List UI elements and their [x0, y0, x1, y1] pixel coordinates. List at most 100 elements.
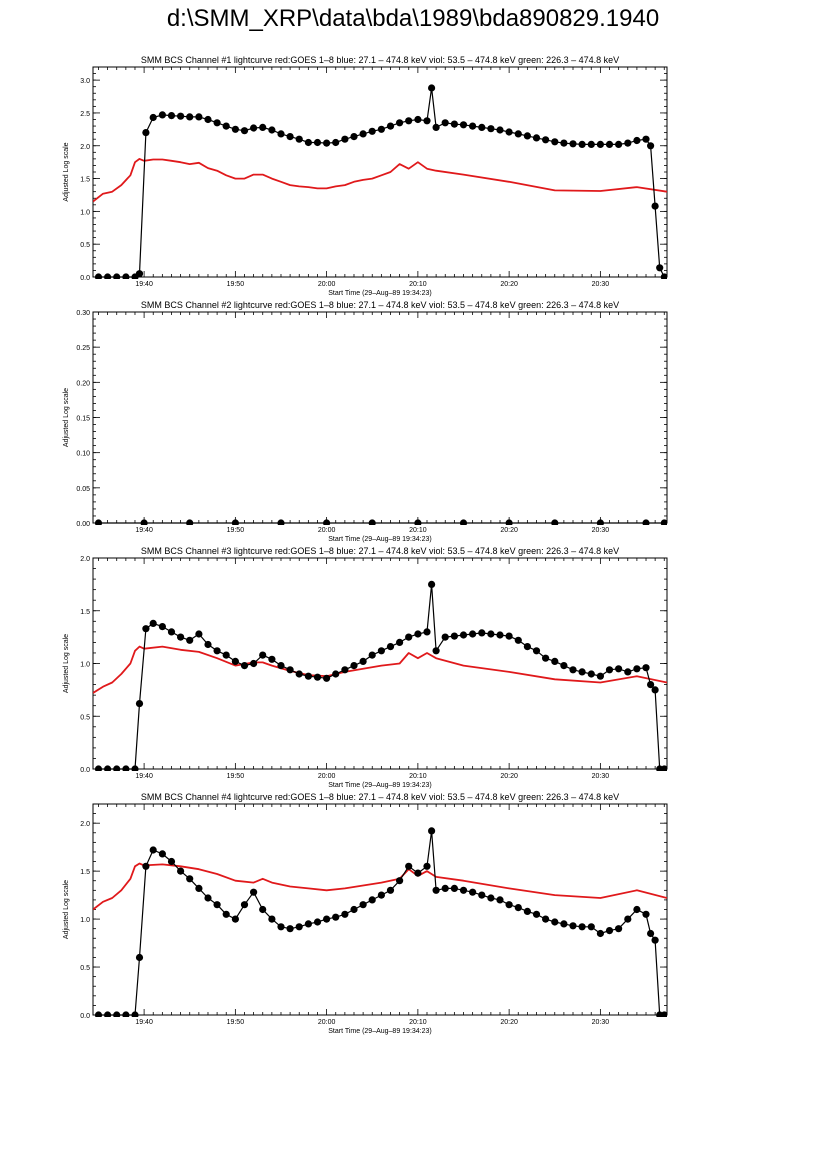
data-point — [633, 665, 641, 673]
data-point — [250, 888, 258, 896]
data-point — [405, 633, 413, 641]
y-tick-label: 0.5 — [80, 965, 90, 972]
data-point — [195, 630, 203, 638]
data-point — [104, 765, 112, 771]
data-point — [660, 1011, 667, 1017]
y-axis-label: Adjusted Log scale — [63, 880, 70, 939]
x-tick-label: 20:30 — [592, 527, 610, 534]
data-point — [167, 628, 176, 636]
x-tick-label: 19:50 — [227, 1019, 245, 1026]
y-tick-label: 0.20 — [76, 380, 90, 387]
data-point — [286, 666, 294, 674]
x-axis-label: Start Time (29–Aug–89 19:34:23) — [328, 1028, 432, 1035]
data-point — [350, 133, 358, 141]
data-point — [213, 647, 221, 655]
data-point — [259, 905, 267, 914]
data-point — [359, 130, 367, 138]
data-point — [158, 850, 166, 858]
data-point — [542, 654, 550, 662]
data-point — [487, 125, 495, 133]
data-point — [578, 923, 586, 931]
x-tick-label: 19:50 — [227, 527, 245, 534]
data-point — [277, 130, 285, 138]
x-tick-label: 20:10 — [409, 527, 427, 534]
y-tick-label: 1.5 — [80, 177, 90, 184]
data-point — [131, 1011, 139, 1017]
x-tick-label: 19:40 — [135, 281, 153, 288]
data-point — [532, 910, 541, 918]
data-point — [341, 910, 349, 918]
data-point — [332, 670, 340, 678]
data-point — [605, 140, 614, 148]
data-point — [551, 918, 559, 926]
data-point — [149, 113, 157, 122]
data-point — [359, 657, 367, 666]
data-point — [523, 132, 532, 140]
data-point — [396, 877, 404, 885]
data-point — [647, 142, 655, 150]
x-tick-label: 20:00 — [318, 281, 336, 288]
data-point — [350, 905, 358, 914]
data-point — [195, 113, 203, 121]
data-point — [135, 270, 144, 278]
y-tick-label: 0.05 — [76, 486, 90, 493]
data-point — [332, 913, 340, 921]
data-point — [441, 633, 449, 641]
data-point — [396, 638, 404, 647]
data-point — [277, 519, 285, 525]
series-line — [93, 862, 667, 911]
data-point — [313, 138, 322, 147]
data-point — [459, 121, 468, 129]
data-point — [213, 901, 221, 909]
data-point — [656, 264, 664, 272]
series-line — [98, 583, 665, 770]
data-point — [578, 140, 586, 148]
data-point — [259, 651, 267, 659]
data-point — [560, 662, 568, 670]
data-point — [496, 896, 504, 904]
data-point — [660, 519, 667, 525]
data-point — [135, 953, 144, 962]
data-point — [478, 123, 486, 131]
data-point — [414, 869, 422, 877]
data-point — [113, 1011, 121, 1017]
data-point — [569, 922, 577, 930]
data-point — [368, 896, 376, 904]
page-title: d:\SMM_XRP\data\bda\1989\bda890829.1940 — [166, 5, 660, 32]
y-tick-label: 1.5 — [80, 609, 90, 616]
data-point — [505, 128, 513, 136]
chart-panel-1: SMM BCS Channel #1 lightcurve red:GOES 1… — [63, 55, 668, 297]
data-point — [459, 631, 468, 639]
data-point — [428, 827, 436, 835]
chart-title: SMM BCS Channel #2 lightcurve red:GOES 1… — [141, 300, 619, 310]
data-point — [432, 647, 440, 655]
data-point — [651, 936, 659, 944]
data-point — [487, 894, 495, 902]
data-point — [204, 640, 212, 649]
data-point — [578, 668, 586, 676]
plot-frame — [92, 557, 668, 770]
data-point — [514, 636, 522, 644]
data-point — [428, 84, 436, 92]
data-point — [142, 625, 150, 633]
data-point — [560, 920, 568, 928]
data-point — [113, 765, 121, 771]
series-1 — [94, 519, 667, 525]
data-point — [478, 629, 486, 637]
data-point — [459, 519, 468, 525]
data-point — [177, 633, 185, 641]
data-point — [250, 124, 258, 132]
data-point — [615, 140, 623, 148]
data-point — [231, 519, 239, 525]
data-point — [94, 273, 103, 279]
data-point — [428, 580, 436, 589]
y-axis-label: Adjusted Log scale — [63, 388, 70, 447]
data-point — [332, 138, 340, 147]
data-point — [304, 920, 312, 928]
data-point — [642, 135, 650, 143]
data-point — [313, 673, 322, 681]
data-point — [368, 651, 376, 659]
data-point — [551, 138, 559, 146]
data-point — [213, 119, 221, 127]
chart-panel-2: SMM BCS Channel #2 lightcurve red:GOES 1… — [63, 300, 668, 543]
